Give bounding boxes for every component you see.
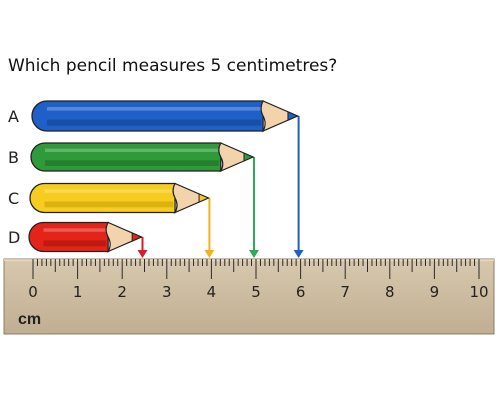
pencil-b: B — [8, 142, 255, 173]
pencil-stripe — [47, 119, 262, 126]
pencil-stripe — [45, 160, 219, 166]
ruler-tick-label: 9 — [430, 283, 440, 301]
arrow-head — [293, 250, 304, 258]
pencil-d: D — [8, 221, 144, 253]
pencil-wood — [105, 221, 144, 253]
pencil-shine — [47, 107, 262, 111]
ruler-tick-label: 10 — [469, 283, 488, 301]
ruler-tick-label: 1 — [73, 283, 83, 301]
pencil-body — [28, 221, 109, 253]
arrow-a — [293, 116, 304, 258]
pencil-lead — [198, 193, 210, 203]
ruler-tick-label: 4 — [207, 283, 217, 301]
ruler-unit-label: cm — [18, 311, 41, 328]
pencil-lead — [243, 152, 255, 162]
arrow-b — [249, 157, 259, 258]
pencil-body — [29, 182, 176, 214]
ruler-tick-label: 6 — [296, 283, 306, 301]
arrow-c — [204, 198, 215, 258]
ruler-tick-label: 7 — [340, 283, 350, 301]
pencil-shine — [43, 228, 107, 232]
pencil-stripe — [44, 201, 174, 208]
pencil-wood — [260, 100, 300, 133]
pencils: A B C D — [8, 100, 300, 253]
pencil-c: C — [8, 182, 210, 214]
arrow-head — [249, 250, 259, 258]
arrow-head — [137, 250, 148, 258]
pencil-lead — [287, 111, 299, 121]
pencil-shine — [44, 189, 174, 193]
pencil-body — [31, 100, 264, 132]
ruler-tick-label: 5 — [251, 283, 261, 301]
pencil-label: A — [8, 107, 19, 126]
measure-arrows — [137, 116, 304, 258]
pencil-shine — [45, 148, 219, 152]
arrow-head — [204, 250, 215, 258]
ruler-tick-label: 3 — [162, 283, 172, 301]
arrow-d — [137, 237, 148, 258]
ruler-tick-label: 8 — [385, 283, 395, 301]
pencil-wood — [218, 142, 255, 173]
ruler-tick-label: 2 — [117, 283, 127, 301]
question-text: Which pencil measures 5 centimetres? — [8, 56, 338, 76]
ruler: 0 1 2 3 4 5 6 7 8 9 10 cm — [3, 258, 495, 335]
pencil-label: B — [8, 148, 19, 167]
pencil-label: D — [8, 228, 20, 247]
pencil-body — [30, 142, 222, 172]
pencil-lead — [131, 232, 143, 242]
ruler-tick-label: 0 — [28, 283, 38, 301]
pencil-label: C — [8, 189, 19, 208]
pencil-wood — [172, 182, 210, 214]
pencil-stripe — [43, 240, 107, 247]
pencil-a: A — [8, 100, 300, 133]
